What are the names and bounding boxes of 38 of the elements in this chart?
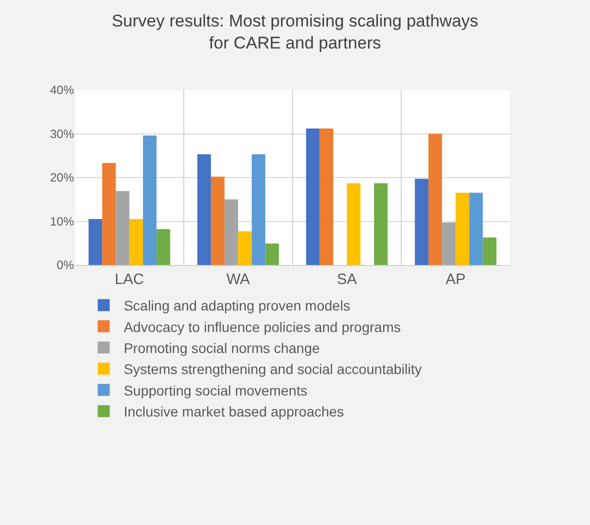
bar — [428, 134, 442, 265]
x-tick-label: LAC — [114, 271, 144, 288]
bar — [374, 183, 388, 265]
legend-label: Systems strengthening and social accountability — [124, 361, 422, 378]
y-tick-label: 20% — [50, 170, 74, 185]
bar — [456, 192, 470, 265]
chart-title: Survey results: Most promising scaling pathways for CARE and partners — [112, 11, 478, 52]
legend-label: Advocacy to influence policies and programs — [124, 318, 401, 335]
bar — [306, 128, 320, 265]
legend-label: Supporting social movements — [124, 382, 308, 398]
bar — [442, 222, 456, 265]
bar — [102, 163, 116, 265]
y-tick-label: 10% — [50, 214, 74, 228]
legend-label: Scaling and adapting proven models — [124, 298, 350, 314]
bar — [252, 154, 266, 265]
bar — [482, 237, 496, 265]
bar — [265, 244, 279, 265]
bar — [116, 191, 130, 265]
bar — [142, 136, 157, 265]
y-tick-label: 40% — [50, 83, 74, 98]
bar — [129, 219, 143, 265]
bar — [238, 231, 252, 265]
bar — [469, 192, 483, 265]
bar — [224, 199, 238, 265]
bar — [414, 178, 428, 265]
legend-label: Inclusive market based approaches — [124, 404, 344, 420]
x-tick-label: SA — [336, 271, 357, 288]
legend-label: Promoting social norms change — [124, 340, 320, 356]
bar — [320, 128, 334, 265]
x-tick-label: WA — [226, 271, 250, 288]
bar — [346, 183, 360, 265]
x-tick-label: AP — [446, 271, 466, 288]
y-tick-label: 30% — [50, 126, 74, 141]
bar — [197, 154, 211, 265]
y-tick-label: 0% — [56, 258, 74, 272]
bar — [88, 219, 102, 265]
bar — [156, 229, 170, 265]
bar — [210, 176, 225, 265]
